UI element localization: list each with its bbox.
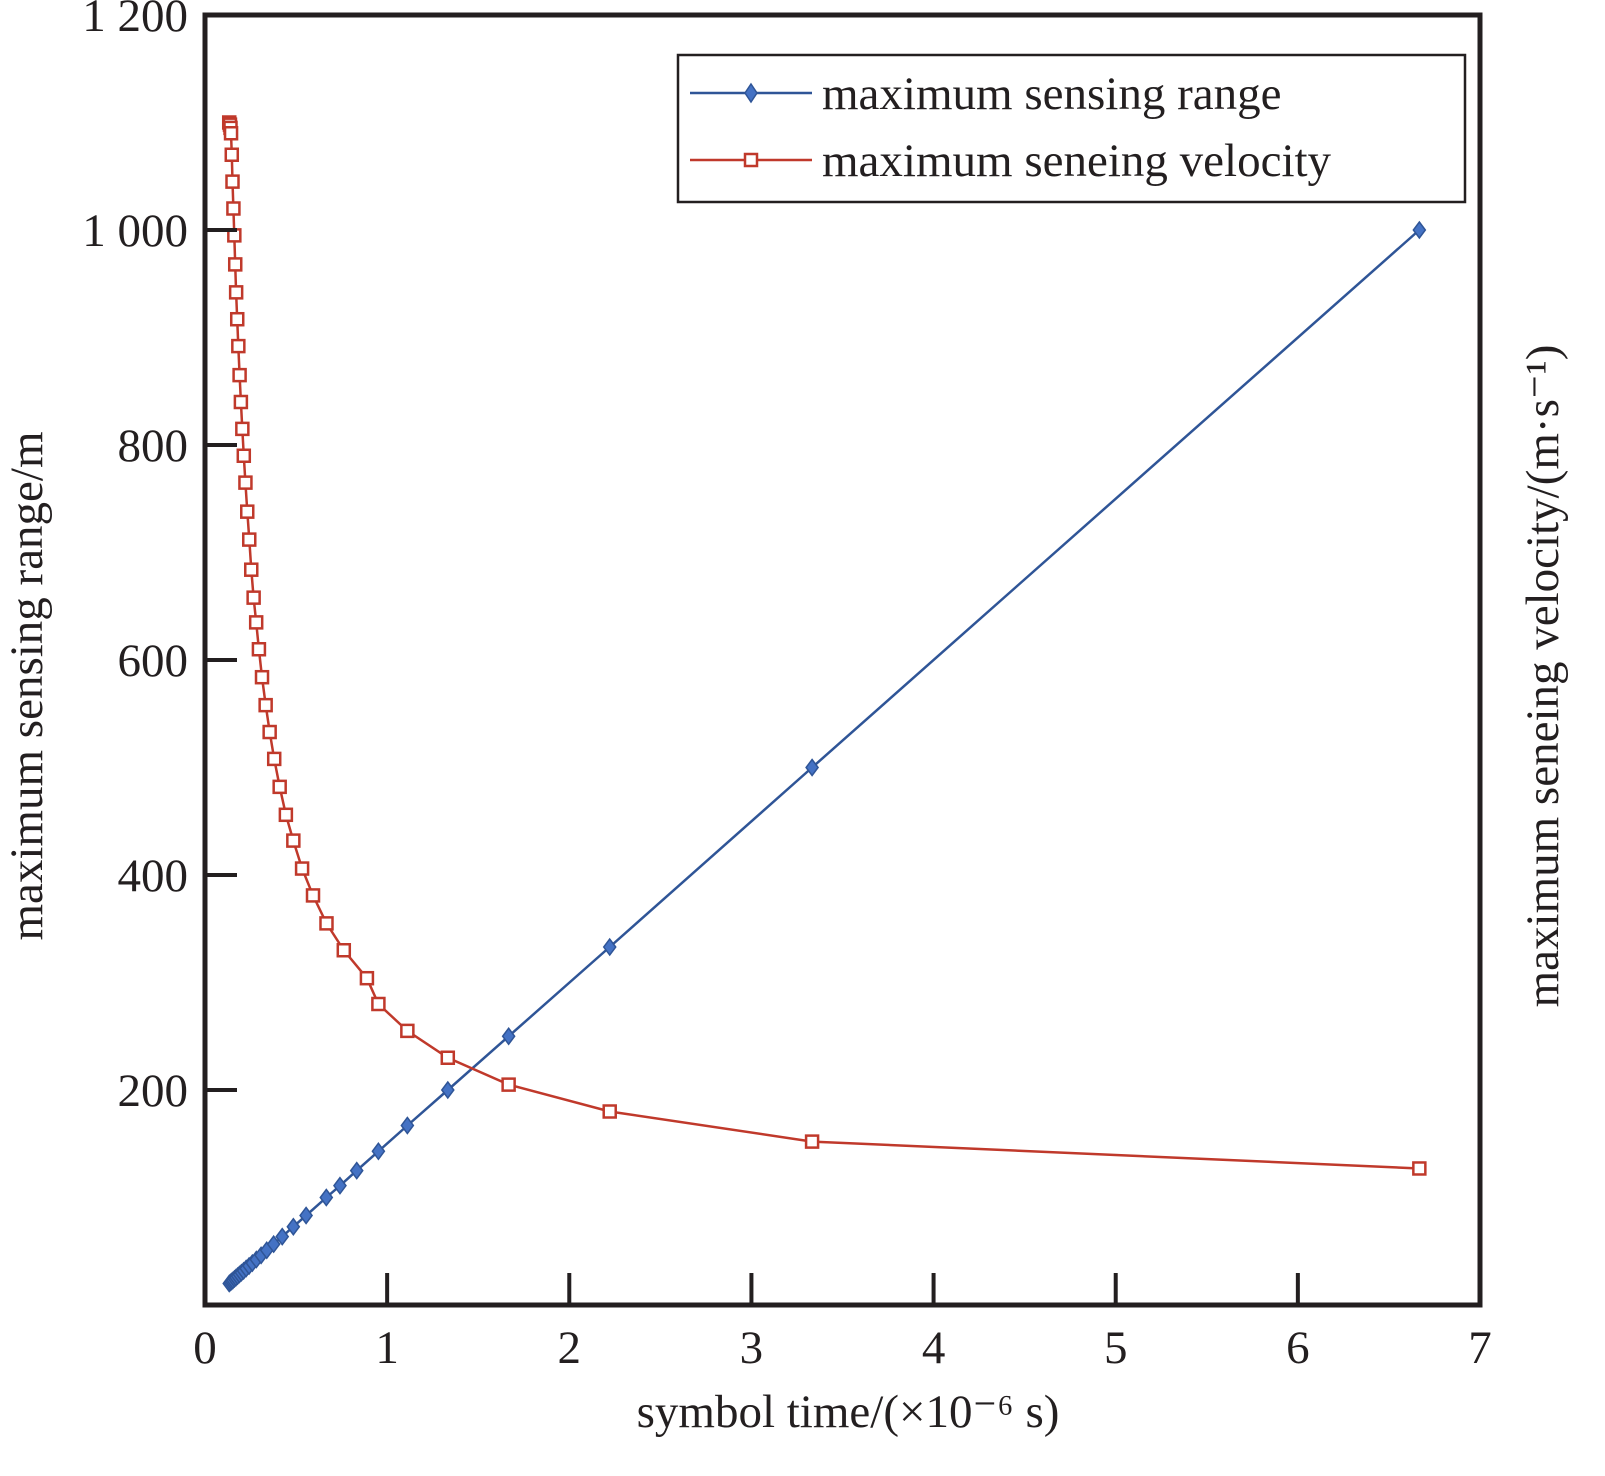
y-tick-label: 800 [118,420,189,472]
data-point-velocity [286,833,301,848]
legend-entry-velocity: maximum seneing velocity [690,135,1332,187]
data-point-range [805,758,820,777]
data-point-velocity [440,1050,456,1065]
data-point-velocity [240,504,255,519]
data-point-range [400,1116,415,1135]
data-point-range [333,1176,347,1195]
legend-entry-range: maximum sensing range [690,68,1281,120]
axis-ticks: 0 1 2 3 4 5 6 7 200 400 600 800 1 000 1 200 [82,0,1492,1374]
data-point-velocity [804,1134,820,1149]
x-axis-title: symbol time/(×10⁻⁶ s) [637,1386,1060,1438]
data-point-velocity [371,996,386,1012]
data-point-range [266,1234,281,1254]
right-y-axis-title: maximum seneing velocity/(m·s⁻¹) [1517,345,1569,1008]
y-tick-label: 400 [118,850,189,902]
series-line-velocity [228,122,1420,1170]
data-point-velocity [248,615,264,630]
data-point-velocity [225,174,240,189]
x-tick-label: 1 [375,1322,399,1374]
x-tick-label: 3 [740,1322,764,1374]
data-point-range [1412,220,1427,240]
data-point-velocity [336,943,352,958]
data-point-velocity [278,807,294,823]
y-tick-label: 1 000 [82,205,188,257]
data-point-velocity [231,338,246,354]
data-point-range [319,1188,334,1207]
data-point-range [275,1227,290,1246]
data-point-velocity [242,532,257,547]
legend-box [676,53,1467,204]
data-point-velocity [254,669,270,685]
data-point-velocity [266,751,282,767]
legend-label-range: maximum sensing range [822,68,1281,120]
data-point-velocity [1412,1161,1427,1176]
y-tick-label: 1 200 [82,0,188,42]
data-point-velocity [227,257,243,272]
data-point-velocity [359,970,375,986]
legend-label-velocity: maximum seneing velocity [822,135,1332,187]
data-point-velocity [233,394,249,410]
data-point-velocity [501,1077,516,1092]
data-point-velocity [251,642,267,657]
x-tick-label: 4 [922,1322,946,1374]
data-point-range [440,1080,455,1100]
data-point-range [286,1217,301,1236]
diamond-marker-icon [744,82,758,104]
data-point-velocity [319,916,334,931]
data-point-range [299,1206,314,1225]
data-point-velocity [232,367,247,383]
x-tick-label: 7 [1468,1322,1492,1374]
data-point-velocity [226,201,241,216]
plot-marks [221,115,1427,1293]
data-point-velocity [238,475,253,490]
plot-frame [202,12,1483,1308]
data-point-velocity [223,126,239,141]
data-point-velocity [258,697,273,713]
x-tick-label: 2 [558,1322,582,1374]
y-tick-label: 600 [118,635,189,687]
data-point-velocity [294,861,310,876]
data-point-velocity [602,1104,617,1119]
data-point-velocity [228,285,244,300]
data-point-velocity [400,1023,415,1039]
data-point-velocity [262,724,277,740]
x-tick-label: 0 [193,1322,217,1374]
data-point-velocity [272,779,287,795]
data-point-range [349,1161,364,1180]
data-point-range [501,1027,516,1046]
data-point-velocity [244,562,259,577]
data-point-velocity [229,311,245,327]
legend: maximum sensing range maximum seneing ve… [676,53,1467,204]
square-marker-icon [743,152,759,168]
data-point-velocity [246,590,261,605]
data-point-velocity [235,421,250,437]
data-point-range [371,1142,386,1161]
x-tick-label: 5 [1104,1322,1128,1374]
y-axis-title: maximum sensing range/m [1,431,53,940]
data-point-range [602,937,617,957]
data-point-velocity [224,147,240,162]
x-tick-label: 6 [1286,1322,1310,1374]
y-tick-label: 200 [118,1065,189,1117]
data-point-velocity [305,888,321,903]
data-point-velocity [236,448,252,463]
